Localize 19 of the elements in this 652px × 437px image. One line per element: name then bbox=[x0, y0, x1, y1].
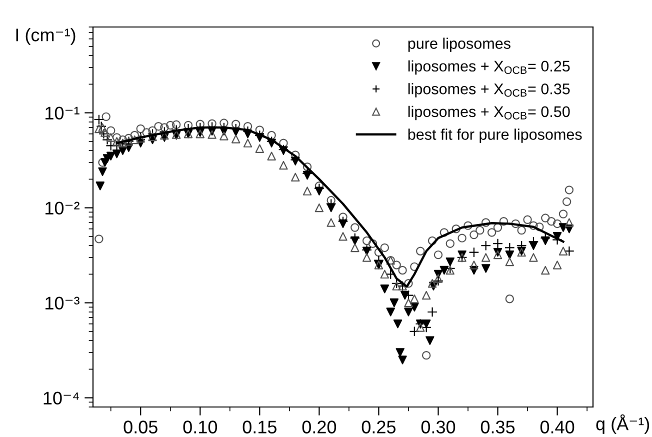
x-tick-label: 0.40 bbox=[540, 420, 574, 434]
y-tick-label: 10⁻¹ bbox=[46, 106, 80, 120]
x-tick-label: 0.05 bbox=[124, 420, 158, 434]
legend-label: liposomes + X$_{OCB}$= 0.35 bbox=[408, 83, 570, 98]
x-tick-label: 0.25 bbox=[362, 420, 396, 434]
y-axis-title: I (cm⁻¹) bbox=[16, 28, 76, 45]
x-tick-label: 0.20 bbox=[302, 420, 336, 434]
x-axis-title: q (Å⁻¹) bbox=[596, 414, 650, 434]
y-tick-label: 10⁻⁴ bbox=[44, 392, 79, 405]
legend-label: best fit for pure liposomes bbox=[408, 128, 582, 143]
y-tick-label: 10⁻² bbox=[46, 202, 80, 215]
x-tick-label: 0.35 bbox=[480, 420, 515, 434]
y-tick-label: 10⁻³ bbox=[46, 296, 80, 310]
legend-label: pure liposomes bbox=[408, 38, 510, 52]
x-tick-label: 0.10 bbox=[183, 420, 218, 434]
x-tick-label: 0.15 bbox=[242, 420, 276, 434]
legend-label: liposomes + X$_{OCB}$= 0.25 bbox=[408, 60, 570, 75]
x-tick-label: 0.30 bbox=[421, 420, 456, 434]
legend-label: liposomes + X$_{OCB}$= 0.50 bbox=[408, 106, 570, 120]
